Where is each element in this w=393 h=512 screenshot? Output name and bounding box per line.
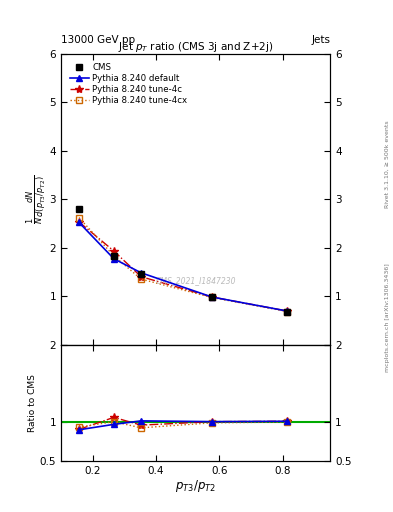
CMS	[139, 271, 143, 277]
Line: Pythia 8.240 tune-4cx: Pythia 8.240 tune-4cx	[76, 215, 290, 315]
CMS	[112, 253, 116, 260]
Y-axis label: Ratio to CMS: Ratio to CMS	[28, 374, 37, 432]
Pythia 8.240 default	[285, 308, 290, 314]
Line: Pythia 8.240 tune-4c: Pythia 8.240 tune-4c	[75, 218, 292, 315]
Text: CMS_2021_I1847230: CMS_2021_I1847230	[155, 276, 236, 285]
Pythia 8.240 tune-4c	[139, 273, 143, 280]
CMS	[285, 308, 290, 314]
Text: 13000 GeV pp: 13000 GeV pp	[61, 35, 135, 45]
Pythia 8.240 tune-4c	[285, 308, 290, 314]
Pythia 8.240 tune-4cx	[139, 276, 143, 282]
Legend: CMS, Pythia 8.240 default, Pythia 8.240 tune-4c, Pythia 8.240 tune-4cx: CMS, Pythia 8.240 default, Pythia 8.240 …	[68, 61, 189, 107]
Y-axis label: $\frac{1}{N}\frac{dN}{d(p_{T3}/p_{T2})}$: $\frac{1}{N}\frac{dN}{d(p_{T3}/p_{T2})}$	[24, 175, 48, 224]
Pythia 8.240 tune-4cx	[77, 215, 81, 221]
Pythia 8.240 tune-4cx	[112, 253, 116, 259]
Line: Pythia 8.240 default: Pythia 8.240 default	[76, 219, 290, 314]
Line: CMS: CMS	[75, 205, 291, 315]
Pythia 8.240 default	[209, 294, 214, 300]
Text: Jets: Jets	[311, 35, 330, 45]
Title: Jet $p_T$ ratio (CMS 3j and Z+2j): Jet $p_T$ ratio (CMS 3j and Z+2j)	[118, 39, 273, 54]
Pythia 8.240 tune-4cx	[209, 294, 214, 301]
Pythia 8.240 tune-4cx	[285, 308, 290, 314]
Pythia 8.240 tune-4c	[209, 294, 214, 300]
X-axis label: $p_{T3}/p_{T2}$: $p_{T3}/p_{T2}$	[175, 478, 216, 495]
Pythia 8.240 default	[112, 255, 116, 262]
CMS	[77, 206, 81, 212]
Pythia 8.240 default	[77, 219, 81, 225]
Text: Rivet 3.1.10, ≥ 500k events: Rivet 3.1.10, ≥ 500k events	[385, 120, 389, 208]
Text: mcplots.cern.ch [arXiv:1306.3436]: mcplots.cern.ch [arXiv:1306.3436]	[385, 263, 389, 372]
Pythia 8.240 tune-4c	[112, 248, 116, 254]
Pythia 8.240 tune-4c	[77, 219, 81, 225]
CMS	[209, 294, 214, 300]
Pythia 8.240 default	[139, 270, 143, 276]
